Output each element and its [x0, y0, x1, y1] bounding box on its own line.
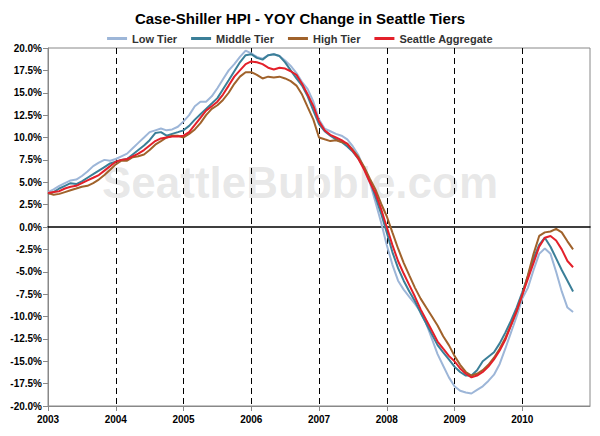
svg-text:2009: 2009 — [443, 414, 466, 425]
svg-text:15.0%: 15.0% — [14, 87, 42, 98]
svg-text:10.0%: 10.0% — [14, 132, 42, 143]
svg-text:-20.0%: -20.0% — [10, 401, 42, 412]
svg-text:2008: 2008 — [376, 414, 399, 425]
svg-text:2007: 2007 — [308, 414, 331, 425]
svg-text:17.5%: 17.5% — [14, 65, 42, 76]
svg-text:7.5%: 7.5% — [19, 154, 42, 165]
svg-text:2005: 2005 — [172, 414, 195, 425]
svg-text:-10.0%: -10.0% — [10, 311, 42, 322]
svg-text:-2.5%: -2.5% — [16, 244, 42, 255]
svg-text:Seattle Aggregate: Seattle Aggregate — [399, 33, 492, 45]
svg-text:2010: 2010 — [511, 414, 534, 425]
svg-text:-15.0%: -15.0% — [10, 356, 42, 367]
svg-text:2.5%: 2.5% — [19, 199, 42, 210]
svg-text:0.0%: 0.0% — [19, 222, 42, 233]
svg-text:12.5%: 12.5% — [14, 110, 42, 121]
svg-text:High Tier: High Tier — [313, 33, 361, 45]
svg-text:20.0%: 20.0% — [14, 43, 42, 54]
svg-text:-12.5%: -12.5% — [10, 333, 42, 344]
svg-text:-17.5%: -17.5% — [10, 378, 42, 389]
svg-text:-7.5%: -7.5% — [16, 289, 42, 300]
svg-text:-5.0%: -5.0% — [16, 266, 42, 277]
svg-text:Case-Shiller HPI - YOY Change: Case-Shiller HPI - YOY Change in Seattle… — [135, 10, 465, 27]
svg-text:2003: 2003 — [37, 414, 60, 425]
svg-text:5.0%: 5.0% — [19, 177, 42, 188]
svg-text:2006: 2006 — [240, 414, 263, 425]
svg-text:SeattleBubble.com: SeattleBubble.com — [102, 158, 498, 207]
svg-text:Low Tier: Low Tier — [132, 33, 178, 45]
svg-text:2004: 2004 — [105, 414, 128, 425]
svg-text:Middle Tier: Middle Tier — [216, 33, 275, 45]
